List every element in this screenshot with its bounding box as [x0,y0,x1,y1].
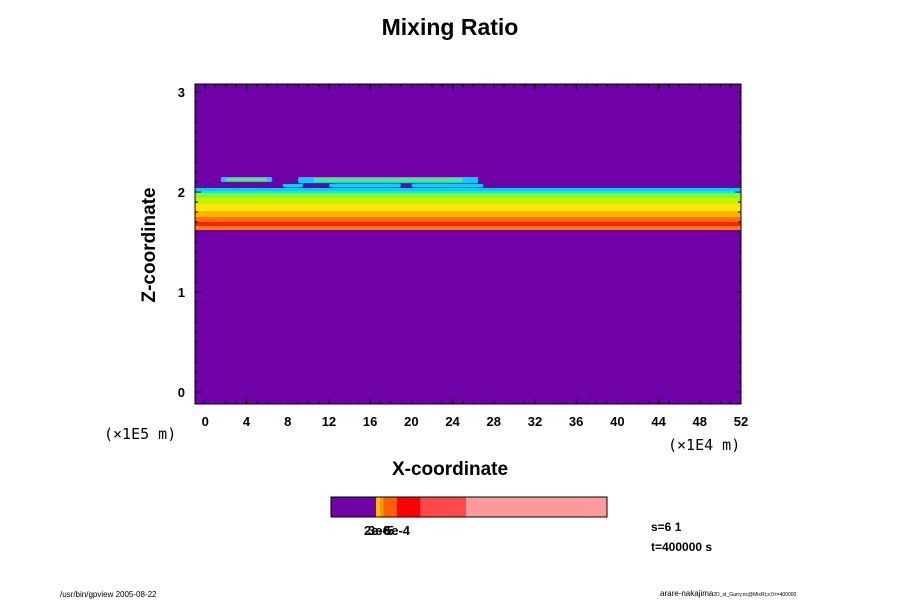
colorbar-segment-2 [375,497,378,517]
contour-band-8 [195,222,741,226]
plot-frame [194,83,742,405]
y-axis-label: Z-coordinate [139,187,160,303]
colorbar-label-2: 3e-5 [368,523,395,538]
time-info: t=400000 s [651,540,713,554]
x-tick-label-13: 52 [734,414,748,429]
x-tick-label-12: 48 [693,414,707,429]
y-tick-label-0: 0 [178,385,185,400]
x-tick-label-3: 12 [322,414,336,429]
contour-patch-5 [282,184,304,187]
x-tick-label-6: 24 [445,414,460,429]
y-unit-label: (×1E5 m) [104,425,177,443]
colorbar-segment-7 [420,497,467,517]
contour-band-4 [195,198,741,205]
x-tick-label-2: 8 [284,414,291,429]
heatmap-background [195,84,741,404]
contour-patch-6 [328,184,402,187]
footer-file: 2D_st_Garry.nc@MixRt,x:0:t=400000 [713,592,797,598]
contour-patch-7 [411,184,484,187]
contour-band-5 [195,204,741,212]
contour-band-1 [195,188,741,192]
colorbar-segment-5 [383,497,397,517]
x-tick-label-8: 32 [528,414,542,429]
x-unit-label: (×1E4 m) [668,436,741,454]
x-tick-label-1: 4 [243,414,251,429]
contour-band-9 [195,226,741,230]
colorbar-label-1: 2e-6 [364,523,391,538]
colorbar-segment-6 [396,497,421,517]
colorbar-frame [330,496,608,518]
x-tick-label-0: 0 [202,414,209,429]
y-tick-label-3: 3 [178,85,185,100]
footer-author: arare-nakajima [660,589,714,598]
chart-title: Mixing Ratio [381,14,519,40]
footer-right: arare-nakajima2D_st_Garry.nc@MixRt,x:0:t… [660,589,796,598]
colorbar [330,496,608,518]
colorbar-segment-3 [377,497,380,517]
footer-left: /usr/bin/gpview 2005-08-22 [60,590,157,599]
x-tick-label-5: 20 [404,414,418,429]
contour-band-2 [195,191,741,194]
x-tick-label-10: 40 [610,414,624,429]
y-tick-label-2: 2 [178,185,185,200]
plot-area [194,83,742,405]
x-tick-label-7: 28 [487,414,501,429]
colorbar-segment-4 [379,497,384,517]
contour-band-7 [195,217,741,223]
x-axis-label: X-coordinate [391,459,509,480]
step-info: s=6 1 [651,520,682,534]
contour-band-6 [195,211,741,218]
x-tick-label-11: 44 [651,414,666,429]
contour-patch-2 [225,178,268,181]
contour-patch-4 [313,178,463,182]
colorbar-segment-1 [331,497,376,517]
colorbar-segment-8 [466,497,607,517]
colorbar-label-3: 5e-4 [384,523,411,538]
contour-band-3 [195,193,741,199]
x-tick-label-4: 16 [363,414,377,429]
y-tick-label-1: 1 [178,285,185,300]
x-tick-label-9: 36 [569,414,583,429]
